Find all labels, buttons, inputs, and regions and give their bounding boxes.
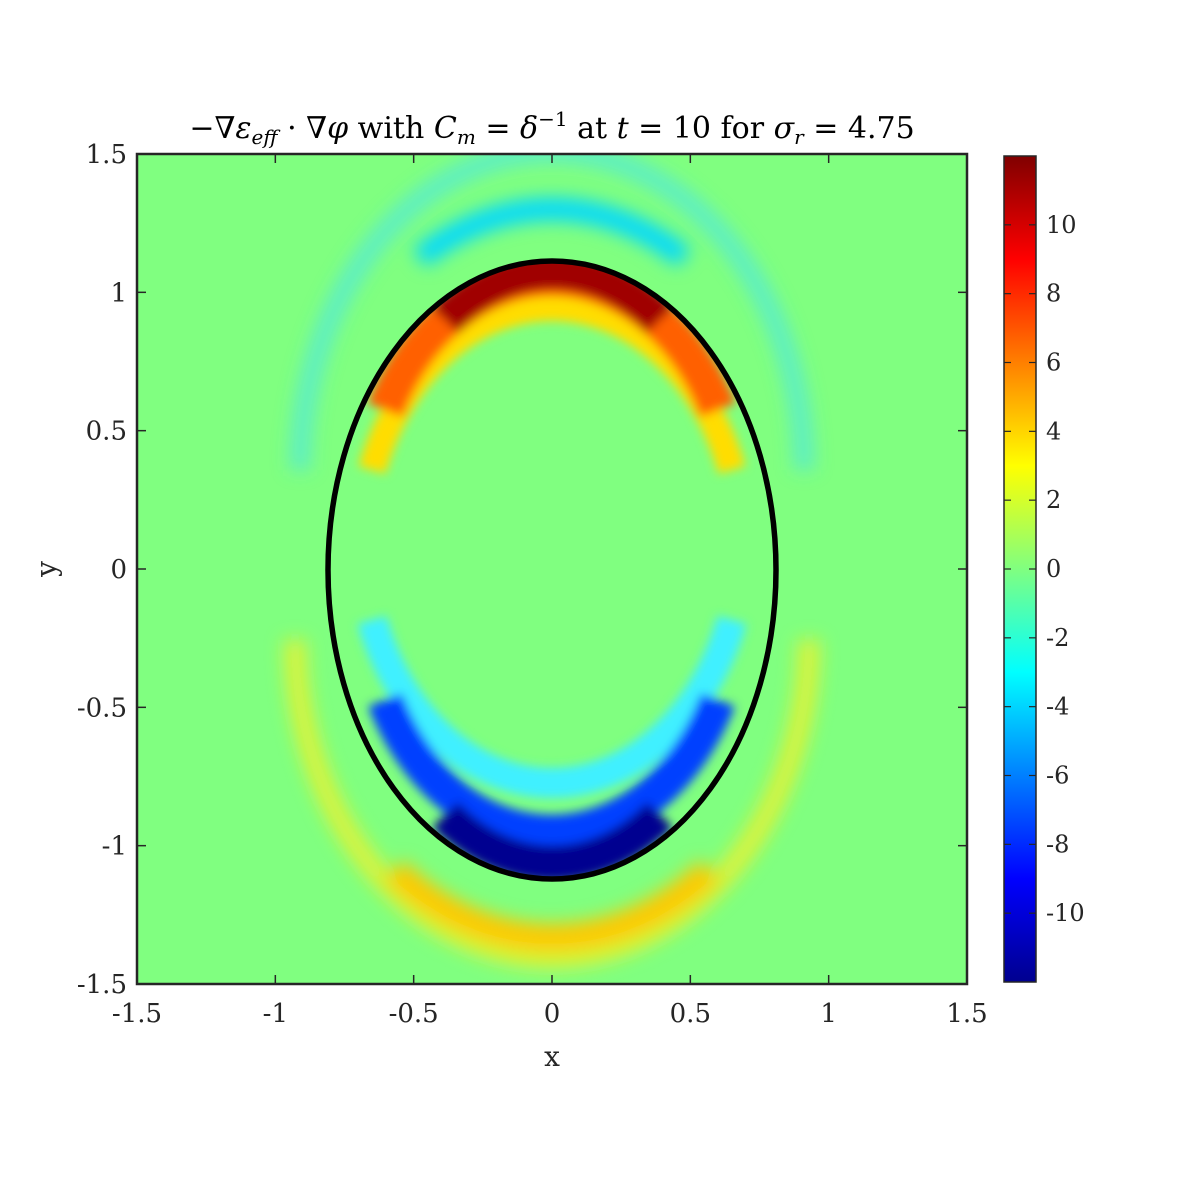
y-tick-label: 1 [110,278,127,308]
x-tick-label: 1 [820,999,837,1029]
colorbar-tick-label: 8 [1046,280,1061,308]
outer-bottom-positive-core [385,860,719,950]
y-tick-label: -0.5 [77,693,127,723]
inner-bottom-negative-core [432,802,673,879]
interface-ellipse [325,258,779,882]
y-tick-label: 0.5 [86,417,127,447]
x-tick-label: -0.5 [389,999,439,1029]
outer-top-negative-band [290,154,814,471]
y-tick-label: -1.5 [77,970,127,1000]
colorbar-tick-label: 10 [1046,211,1077,239]
outer-bottom-positive-band [284,639,820,969]
inner-bottom-negative-band [357,615,747,798]
colorbar-tick-label: 2 [1046,486,1061,514]
y-tick-label: -1 [102,832,127,862]
y-tick-label: 1.5 [86,140,127,170]
y-tick-label: 0 [110,555,127,585]
colorbar-tick-label: 4 [1046,417,1061,445]
x-ticks: -1.5 -1 -0.5 0 0.5 1 1.5 [112,154,988,1029]
x-tick-label: 0.5 [670,999,711,1029]
colorbar-tick-label: 0 [1046,555,1061,583]
y-ticks: -1.5 -1 -0.5 0 0.5 1 1.5 [77,140,967,1000]
colorbar-tick-label: -8 [1046,830,1069,858]
x-axis-label: x [544,1040,560,1073]
y-axis-label: y [30,561,63,578]
colorbar-tick-label: -10 [1046,899,1085,927]
heatmap-field [284,154,820,969]
colorbar-tick-label: 6 [1046,349,1061,377]
x-tick-label: 1.5 [946,999,987,1029]
inner-top-positive-core [432,261,673,333]
colorbar-tick-label: -2 [1046,624,1069,652]
x-tick-label: 0 [544,999,561,1029]
colorbar-tick-label: -6 [1046,762,1069,790]
x-tick-label: -1 [263,999,288,1029]
inner-bottom-negative-mid [368,693,735,851]
colorbar: -10 -8 -6 -4 -2 0 2 4 6 8 10 [1003,155,1085,983]
outer-top-negative-core [413,198,691,267]
x-tick-label: -1.5 [112,999,162,1029]
chart-title: −∇εeff · ∇φ with Cm = δ−1 at t = 10 for … [189,107,914,149]
colorbar-ticks: -10 -8 -6 -4 -2 0 2 4 6 8 10 [1004,211,1085,927]
colorbar-tick-label: -4 [1046,693,1069,721]
plot-area: -1.5 -1 -0.5 0 0.5 1 1.5 -1.5 -1 -0.5 0 0.5 1 1.5 [77,140,988,1029]
